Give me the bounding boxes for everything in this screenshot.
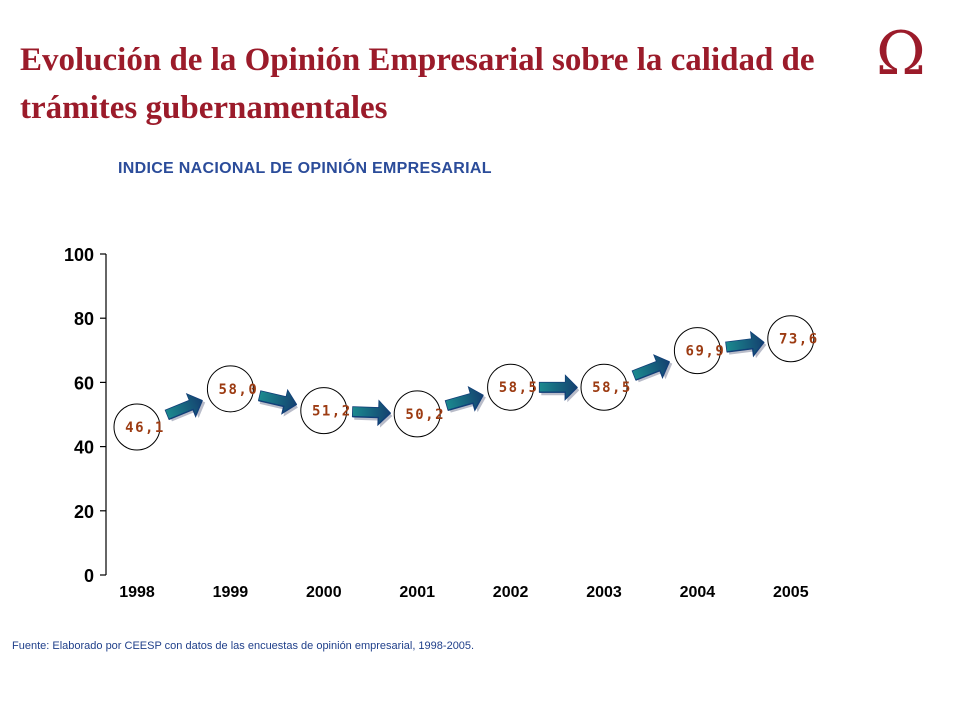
x-tick-label: 2005 [773, 584, 809, 601]
y-tick-label: 20 [74, 502, 94, 522]
data-label: 69,9 [686, 344, 726, 360]
trend-arrow-body [257, 388, 298, 415]
trend-arrow-edge [258, 399, 297, 415]
y-tick-label: 0 [84, 566, 94, 586]
omega-logo-icon: Ω [876, 19, 926, 89]
trend-arrow [444, 385, 486, 413]
trend-arrow-edge [168, 400, 203, 421]
data-point-marker [113, 403, 161, 451]
x-tick-label: 2004 [680, 584, 716, 601]
data-label: 50,2 [405, 407, 445, 423]
data-label: 73,6 [779, 332, 819, 348]
trend-arrow [164, 393, 206, 422]
y-tick-label: 80 [74, 309, 94, 329]
data-point-marker [487, 363, 535, 411]
y-tick-label: 40 [74, 438, 94, 458]
source-note: Fuente: Elaborado por CEESP con datos de… [12, 640, 475, 652]
trend-arrow-body [725, 330, 765, 357]
trend-arrow-edge [726, 341, 765, 358]
data-point-marker [767, 315, 815, 363]
data-point-marker [393, 390, 441, 438]
trend-arrow [257, 388, 298, 417]
data-point-marker [300, 387, 348, 435]
x-tick-label: 2000 [306, 584, 342, 601]
trend-arrow-edge [447, 394, 484, 412]
trend-arrow [631, 354, 673, 383]
trend-arrow-edge [352, 412, 391, 427]
page-title: Evolución de la Opinión Empresarial sobr… [20, 42, 815, 126]
trend-arrow [351, 399, 393, 428]
y-tick-label: 60 [74, 373, 94, 393]
data-label: 51,2 [312, 404, 352, 420]
trend-arrow-edge [539, 386, 578, 401]
y-tick-label: 100 [64, 245, 94, 265]
data-label: 58,5 [499, 380, 539, 396]
data-point-marker [580, 363, 628, 411]
x-tick-label: 2001 [399, 584, 435, 601]
x-tick-label: 2003 [586, 584, 622, 601]
data-point-marker [206, 365, 254, 413]
data-label: 58,0 [219, 382, 259, 398]
x-tick-label: 1998 [119, 584, 155, 601]
chart-title: INDICE NACIONAL DE OPINIÓN EMPRESARIAL [118, 160, 492, 177]
trend-arrow-edge [635, 361, 670, 381]
trend-arrow [725, 330, 767, 359]
data-label: 58,5 [592, 380, 632, 396]
data-label: 46,1 [125, 420, 165, 436]
x-tick-label: 1999 [213, 584, 249, 601]
x-tick-label: 2002 [493, 584, 529, 601]
trend-arrow [538, 374, 580, 403]
data-point-marker [673, 327, 721, 375]
